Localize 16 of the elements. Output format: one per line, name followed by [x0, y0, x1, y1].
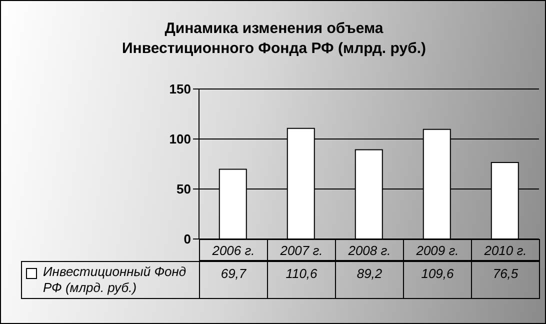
- chart-title: Динамика изменения объема Инвестиционного Фонда РФ (млрд. руб.): [120, 19, 428, 59]
- x-tick-label: 2010 г.: [471, 239, 540, 261]
- data-label: 76,5: [471, 261, 540, 299]
- x-tick-label: 2009 г.: [403, 239, 472, 261]
- data-label: 69,7: [199, 261, 268, 299]
- y-tick-label: 0: [184, 232, 191, 247]
- data-label: 110,6: [267, 261, 336, 299]
- y-tick-label: 100: [169, 132, 191, 147]
- x-tick-label: 2006 г.: [199, 239, 268, 261]
- x-tick-label: 2008 г.: [335, 239, 404, 261]
- data-label: 109,6: [403, 261, 472, 299]
- y-tick-label: 50: [176, 182, 191, 197]
- y-tick-label: 150: [169, 82, 191, 97]
- legend-label: Инвестиционный Фонд РФ (млрд. руб.): [43, 264, 188, 296]
- data-label: 89,2: [335, 261, 404, 299]
- x-tick-label: 2007 г.: [267, 239, 336, 261]
